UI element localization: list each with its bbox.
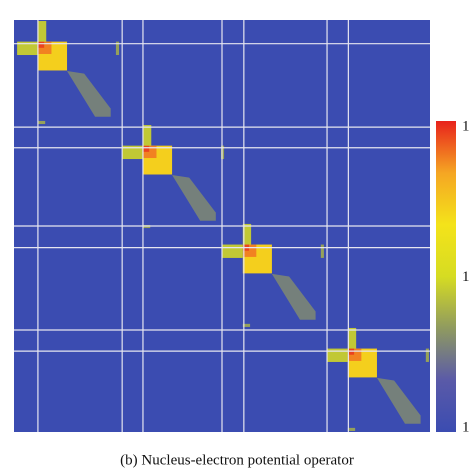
cell-patch: [37, 41, 45, 48]
cell-band: [67, 71, 111, 117]
cell-patch: [122, 145, 143, 160]
cell-patch: [242, 223, 252, 245]
cell-patch: [320, 244, 324, 258]
cell-patch: [142, 145, 150, 152]
cell-patch: [242, 323, 251, 327]
cell-patch: [115, 41, 120, 56]
cell-patch: [37, 21, 47, 42]
colorbar-label: 1: [462, 419, 470, 435]
colorbar: 1 1 1: [436, 118, 470, 435]
caption: (b) Nucleus-electron potential operator: [120, 452, 354, 468]
cell-band: [377, 377, 421, 424]
colorbar-bar: [436, 121, 456, 432]
cell-patch: [17, 41, 38, 56]
cell-patch: [222, 244, 243, 258]
colorbar-label: 1: [462, 269, 470, 285]
cell-band: [172, 175, 216, 221]
cell-patch: [347, 427, 356, 431]
cell-patch: [327, 348, 348, 362]
cell-patch: [142, 125, 152, 146]
cell-patch: [37, 120, 46, 125]
cell-patch: [347, 327, 357, 349]
cell-band: [271, 273, 316, 320]
matrix: [14, 20, 430, 432]
colorbar-label: 1: [462, 118, 470, 134]
cell-patch: [425, 348, 429, 362]
